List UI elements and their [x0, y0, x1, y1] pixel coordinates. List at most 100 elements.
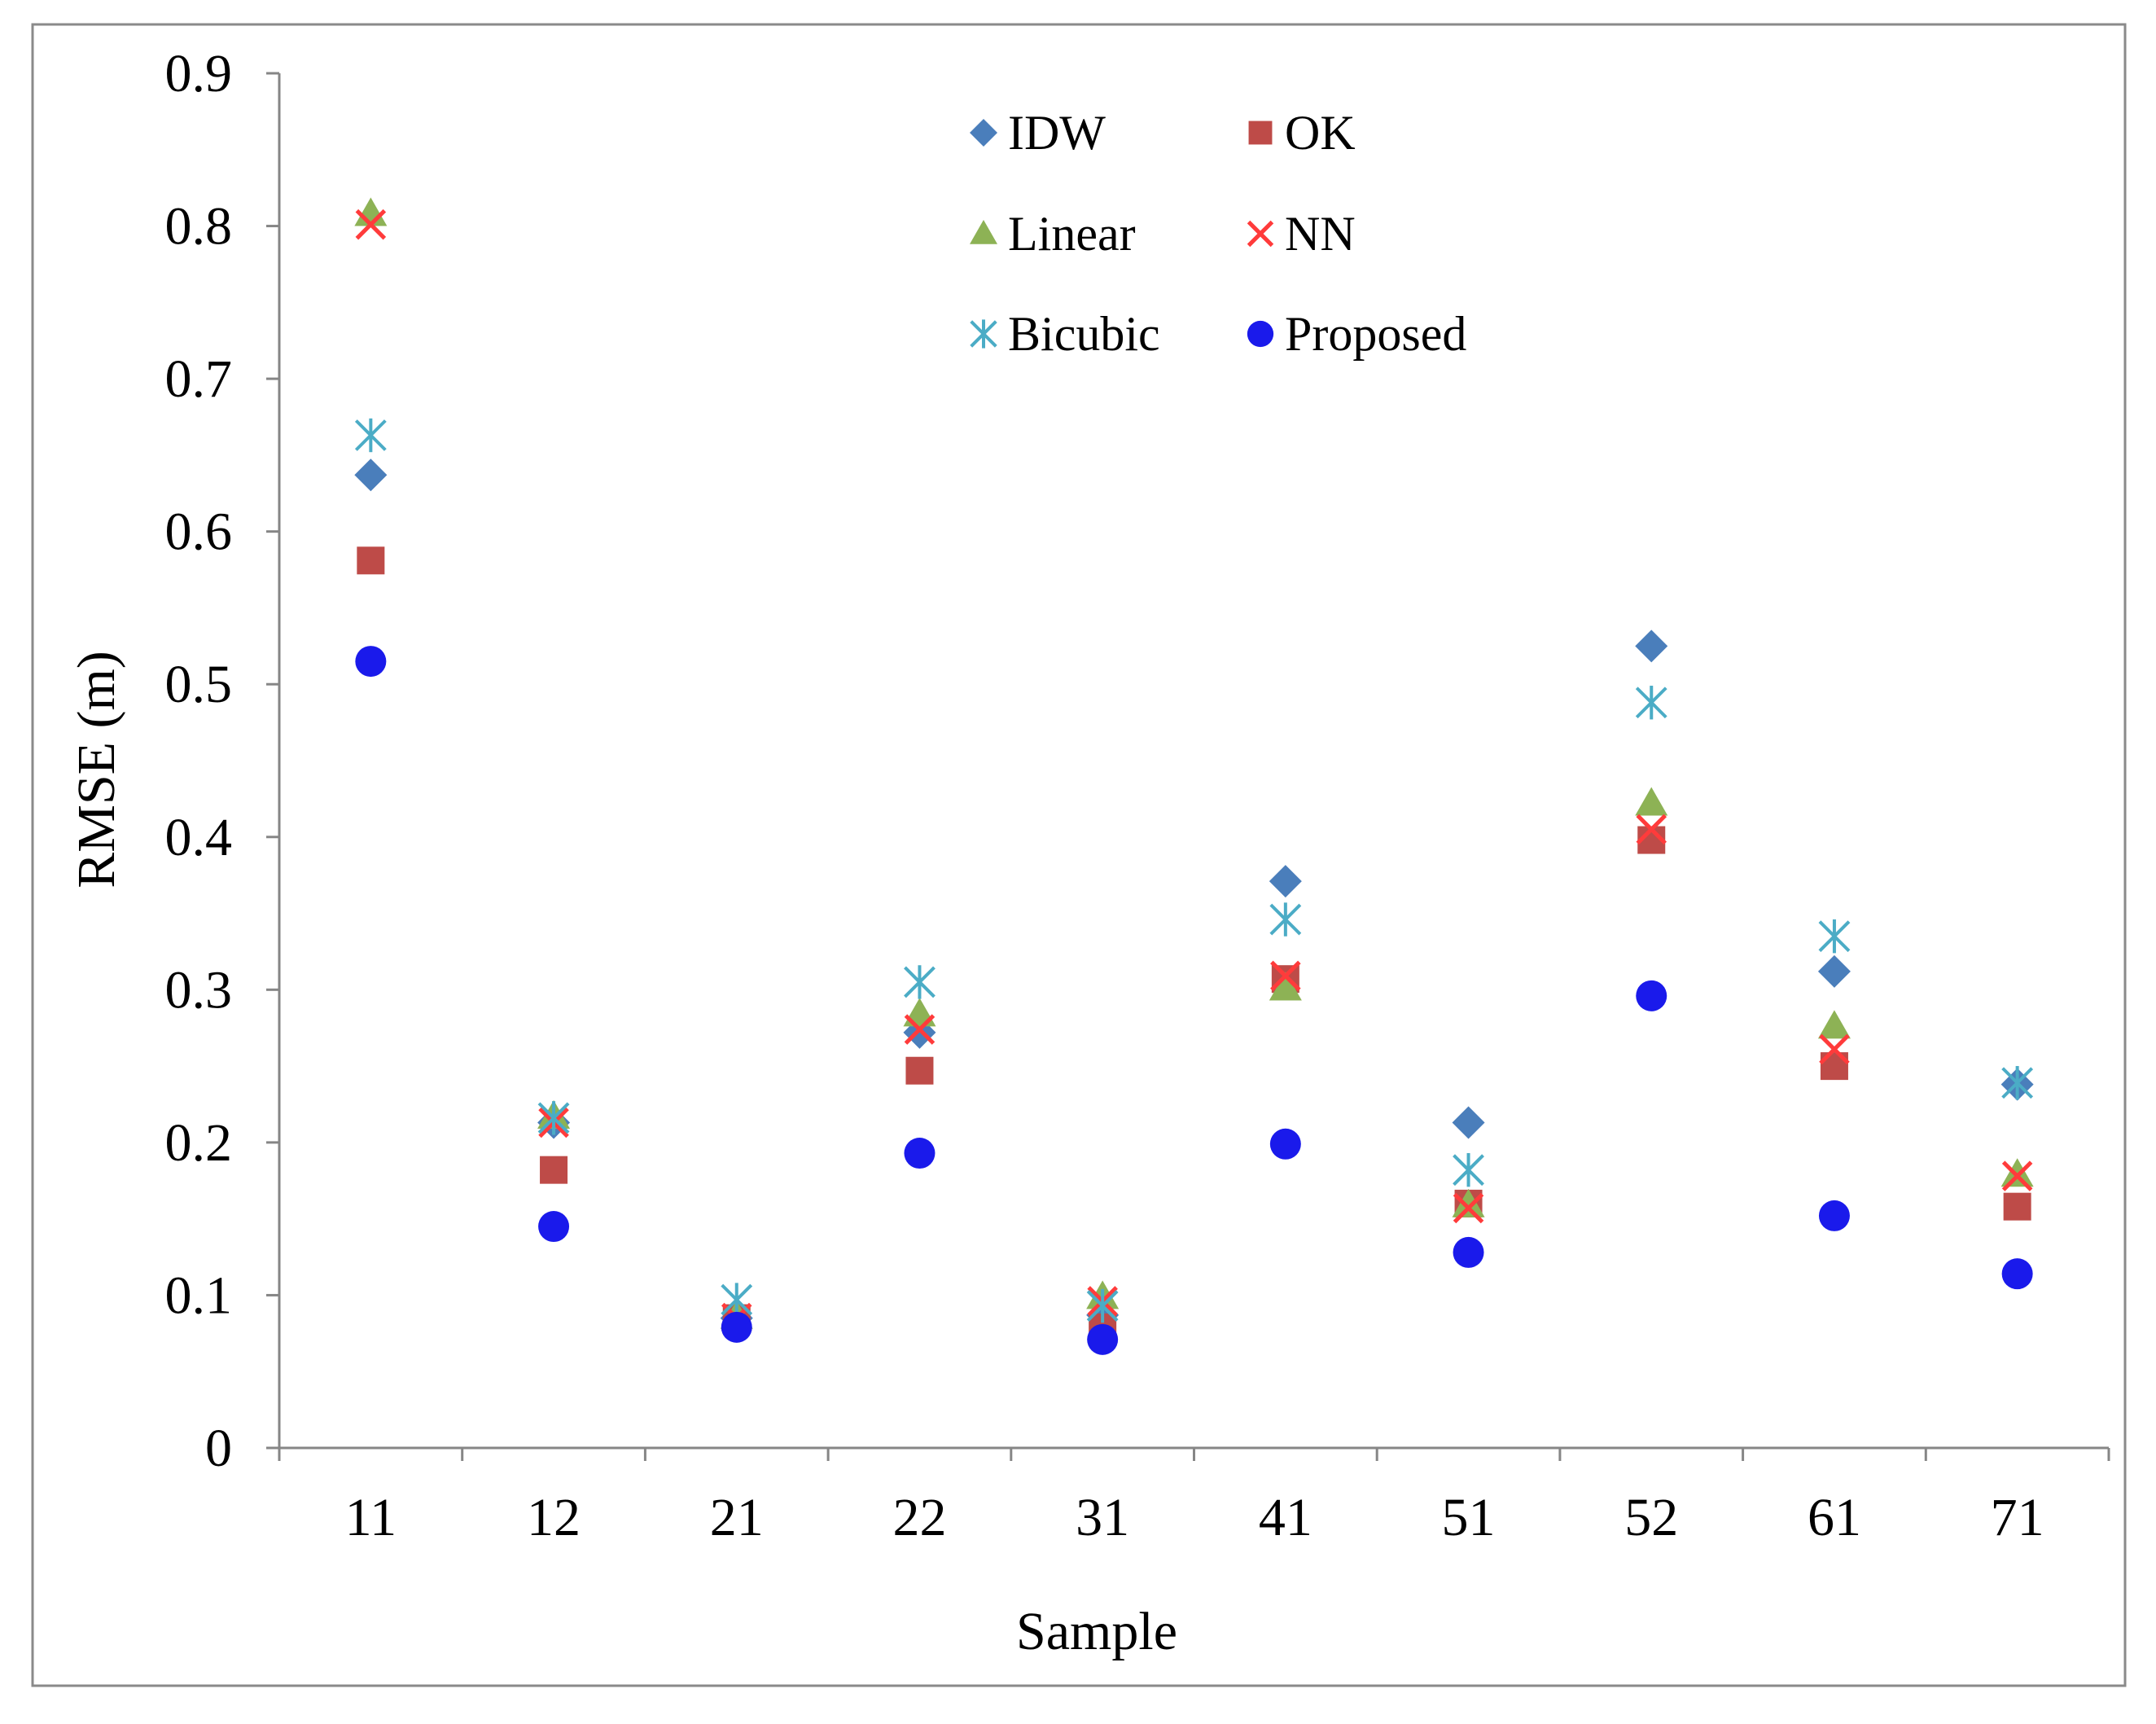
data-point-bicubic-21	[721, 1283, 753, 1317]
data-point-ok-12-shape	[540, 1156, 568, 1184]
data-point-idw-41	[1269, 865, 1302, 898]
data-point-ok-71-shape	[2003, 1192, 2031, 1221]
data-point-linear-61-shape	[1817, 1010, 1851, 1039]
data-point-proposed-22	[904, 1138, 936, 1169]
legend-marker-ok-shape	[1248, 121, 1273, 145]
data-point-idw-11	[354, 458, 388, 492]
data-point-linear-41-shape	[1269, 972, 1302, 1001]
legend-label-idw: IDW	[1008, 106, 1106, 160]
data-point-proposed-51	[1453, 1236, 1484, 1268]
data-point-proposed-12	[538, 1211, 570, 1243]
chart-outer-border	[31, 23, 2127, 1687]
x-tick-label: 11	[345, 1488, 397, 1547]
y-tick-label: 0.9	[165, 44, 233, 103]
data-point-linear-71	[2000, 1158, 2034, 1187]
x-tick-label: 12	[527, 1488, 581, 1547]
data-point-proposed-41	[1269, 1128, 1301, 1160]
data-point-nn-51	[1453, 1192, 1484, 1224]
legend-marker-bicubic	[970, 319, 997, 349]
data-point-idw-51-shape	[1452, 1106, 1485, 1139]
data-point-proposed-12-shape	[538, 1211, 570, 1243]
data-point-idw-61-shape	[1817, 954, 1851, 988]
x-axis-title: Sample	[1016, 1602, 1177, 1661]
y-tick-label: 0.1	[165, 1266, 233, 1325]
data-point-nn-41	[1270, 960, 1301, 992]
data-point-ok-22	[905, 1056, 934, 1085]
legend-label-linear: Linear	[1008, 207, 1136, 261]
data-point-nn-52	[1636, 814, 1667, 845]
data-point-nn-51-shape	[1453, 1192, 1484, 1224]
y-tick-label: 0.5	[165, 655, 233, 714]
data-point-proposed-52	[1636, 980, 1667, 1011]
data-point-ok-22-shape	[905, 1056, 934, 1085]
data-point-bicubic-52	[1635, 686, 1667, 720]
data-point-idw-11-shape	[354, 458, 388, 492]
data-point-proposed-21	[721, 1311, 752, 1343]
legend-marker-idw	[970, 119, 997, 147]
data-point-proposed-11	[355, 646, 387, 678]
data-point-bicubic-41	[1269, 902, 1302, 937]
data-point-nn-11	[355, 208, 387, 240]
data-point-proposed-31	[1087, 1323, 1119, 1355]
legend-marker-nn	[1247, 220, 1274, 248]
data-point-nn-22-shape	[904, 1014, 936, 1045]
data-point-linear-71-shape	[2000, 1158, 2034, 1187]
axes-layer: 0 0.1 0.2 0.3 0.4 0.5 0.6 0.7 0.8 0.9 11 12 21 22 31 41…	[165, 44, 2110, 1547]
data-point-bicubic-51	[1453, 1152, 1484, 1187]
x-tick-label: 31	[1076, 1488, 1129, 1547]
data-point-ok-11	[357, 546, 385, 575]
data-point-idw-51	[1452, 1106, 1485, 1139]
data-point-proposed-31-shape	[1087, 1323, 1119, 1355]
data-point-proposed-22-shape	[904, 1138, 936, 1169]
data-point-ok-71	[2003, 1192, 2031, 1221]
legend-label-ok: OK	[1285, 106, 1356, 160]
data-point-nn-61	[1819, 1033, 1850, 1065]
data-point-nn-71	[2001, 1160, 2033, 1191]
x-tick-label: 51	[1442, 1488, 1496, 1547]
data-point-ok-11-shape	[357, 546, 385, 575]
data-point-proposed-71-shape	[2001, 1258, 2033, 1290]
legend-marker-proposed-shape	[1247, 320, 1274, 348]
data-point-bicubic-12	[537, 1101, 570, 1135]
data-point-linear-41	[1269, 972, 1302, 1001]
data-point-proposed-51-shape	[1453, 1236, 1484, 1268]
x-tick-label: 71	[1991, 1488, 2044, 1547]
data-point-linear-52	[1635, 787, 1668, 816]
data-point-nn-52-shape	[1636, 814, 1667, 845]
marks-layer	[354, 197, 2034, 1355]
data-point-bicubic-71	[2001, 1066, 2034, 1100]
data-point-bicubic-61	[1818, 919, 1851, 954]
legend: IDW OK Linear NN Bicubic Proposed	[970, 106, 1466, 361]
legend-marker-ok	[1248, 121, 1273, 145]
x-tick-label: 21	[710, 1488, 764, 1547]
data-point-linear-51	[1452, 1188, 1485, 1217]
data-point-nn-71-shape	[2001, 1160, 2033, 1191]
data-point-proposed-21-shape	[721, 1311, 752, 1343]
y-tick-label: 0.7	[165, 349, 233, 409]
legend-label-bicubic: Bicubic	[1008, 307, 1160, 361]
y-tick-label: 0.3	[165, 960, 233, 1020]
data-point-proposed-71	[2001, 1258, 2033, 1290]
legend-marker-idw-shape	[970, 119, 997, 147]
y-tick-label: 0.4	[165, 808, 233, 867]
legend-marker-proposed	[1247, 320, 1274, 348]
x-tick-label: 41	[1259, 1488, 1312, 1547]
data-point-nn-11-shape	[355, 208, 387, 240]
data-point-idw-52	[1635, 630, 1668, 663]
data-point-bicubic-31	[1086, 1288, 1119, 1323]
data-point-bicubic-11	[354, 418, 387, 453]
data-point-proposed-61	[1818, 1200, 1850, 1231]
data-point-linear-51-shape	[1452, 1188, 1485, 1217]
data-point-proposed-41-shape	[1269, 1128, 1301, 1160]
data-point-idw-52-shape	[1635, 630, 1668, 663]
x-tick-label: 22	[892, 1488, 946, 1547]
legend-marker-linear-shape	[970, 220, 997, 244]
data-point-proposed-61-shape	[1818, 1200, 1850, 1231]
y-tick-label: 0.6	[165, 502, 233, 562]
data-point-proposed-52-shape	[1636, 980, 1667, 1011]
y-axis-title: RMSE (m)	[67, 651, 126, 888]
data-point-idw-61	[1817, 954, 1851, 988]
data-point-ok-12	[540, 1156, 568, 1184]
